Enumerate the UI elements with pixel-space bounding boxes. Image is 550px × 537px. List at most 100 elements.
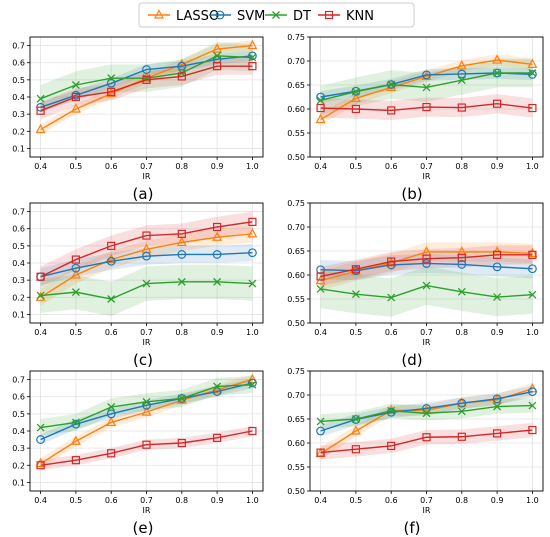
point-svm — [492, 262, 502, 272]
legend-marker — [272, 11, 280, 19]
point-knn — [107, 87, 116, 96]
y-tick-label: 0.3 — [12, 444, 25, 453]
legend-marker — [215, 10, 225, 20]
y-tick-label: 0.75 — [287, 199, 305, 208]
point-lasso — [527, 247, 538, 257]
x-tick-label: 0.5 — [70, 328, 83, 337]
point-dt — [177, 394, 186, 403]
point-lasso — [350, 425, 361, 435]
point-dt — [248, 380, 257, 389]
point-lasso — [456, 246, 467, 256]
x-tick-label: 0.8 — [175, 496, 188, 505]
point-lasso — [315, 113, 326, 124]
legend-entry-dt: DT — [265, 9, 311, 24]
y-tick-label: 0.55 — [287, 295, 305, 304]
point-knn — [142, 75, 151, 84]
point-svm — [457, 69, 467, 79]
y-tick-label: 0.60 — [287, 105, 305, 114]
point-knn — [387, 441, 396, 450]
point-knn — [36, 272, 45, 281]
x-tick-label: 0.5 — [350, 328, 363, 337]
point-lasso — [176, 58, 187, 69]
x-tick-label: 0.4 — [314, 496, 327, 505]
point-svm — [71, 419, 81, 429]
x-tick-label: 0.7 — [420, 162, 433, 171]
point-dt — [422, 281, 431, 290]
axes-frame — [309, 36, 544, 158]
point-dt — [107, 295, 116, 303]
panel-caption: (e) — [133, 519, 154, 537]
x-tick-label: 0.7 — [420, 496, 433, 505]
axes-frame — [29, 370, 264, 492]
legend-entry-knn: KNN — [318, 9, 374, 24]
point-lasso — [212, 231, 223, 241]
x-tick-label: 0.9 — [211, 162, 224, 171]
y-tick-label: 0.65 — [287, 247, 305, 256]
point-knn — [177, 229, 186, 238]
y-tick-label: 0.6 — [12, 393, 25, 402]
band-svm — [320, 385, 533, 437]
point-lasso — [141, 406, 152, 416]
x-tick-label: 0.6 — [385, 496, 398, 505]
x-tick-label: 0.9 — [491, 328, 504, 337]
point-knn — [177, 72, 186, 81]
point-dt — [316, 284, 325, 293]
point-lasso — [70, 435, 81, 445]
band-dt — [40, 264, 253, 317]
point-lasso — [212, 43, 223, 53]
x-tick-label: 1.0 — [526, 496, 539, 505]
x-tick-label: 0.6 — [105, 496, 118, 505]
x-tick-label: 0.4 — [314, 162, 327, 171]
series-line-lasso — [40, 233, 253, 298]
x-tick-label: 0.6 — [105, 162, 118, 171]
point-knn — [457, 103, 466, 112]
y-tick-label: 0.5 — [12, 242, 25, 251]
point-dt — [177, 277, 186, 286]
point-knn — [142, 231, 151, 240]
point-dt — [248, 53, 257, 62]
point-dt — [387, 406, 396, 415]
point-lasso — [106, 416, 117, 427]
series-line-svm — [40, 55, 253, 108]
x-tick-label: 1.0 — [526, 162, 539, 171]
point-dt — [493, 293, 502, 302]
band-lasso — [40, 374, 253, 469]
band-knn — [320, 245, 533, 287]
point-svm — [528, 264, 537, 274]
x-tick-label: 0.7 — [140, 328, 153, 337]
x-tick-label: 0.8 — [175, 328, 188, 337]
point-knn — [316, 272, 325, 281]
point-knn — [351, 445, 360, 454]
panel-a: 0.1 0.2 0.3 0.4 0.5 0.6 0.7 0.4 0.5 0.6 0.7 0.8 0.9 1… — [12, 36, 264, 203]
band-lasso — [40, 225, 253, 306]
x-tick-label: 0.9 — [491, 162, 504, 171]
panel-caption: (c) — [133, 351, 153, 369]
point-knn — [351, 265, 360, 274]
x-tick-label: 0.8 — [175, 162, 188, 171]
axes-frame — [309, 370, 544, 492]
band-lasso — [40, 40, 253, 135]
point-lasso — [247, 228, 258, 238]
legend-label: LASSO — [176, 9, 219, 24]
point-svm — [248, 51, 257, 61]
y-tick-label: 0.65 — [287, 81, 305, 90]
x-tick-label: 0.9 — [211, 328, 224, 337]
series-line-svm — [320, 262, 533, 272]
point-lasso — [35, 457, 46, 468]
point-knn — [422, 102, 431, 112]
point-dt — [493, 69, 502, 77]
y-tick-label: 0.2 — [12, 293, 25, 302]
x-tick-label: 0.5 — [70, 162, 83, 171]
point-dt — [36, 423, 45, 432]
x-tick-label: 0.7 — [420, 328, 433, 337]
point-knn — [528, 103, 537, 113]
point-lasso — [247, 39, 258, 50]
panel-caption: (a) — [133, 185, 154, 203]
y-tick-label: 0.60 — [287, 439, 305, 448]
x-axis-label: IR — [143, 338, 151, 347]
point-lasso — [527, 58, 538, 68]
y-tick-label: 0.1 — [12, 478, 25, 487]
point-lasso — [35, 123, 46, 134]
x-axis-label: IR — [143, 506, 151, 515]
